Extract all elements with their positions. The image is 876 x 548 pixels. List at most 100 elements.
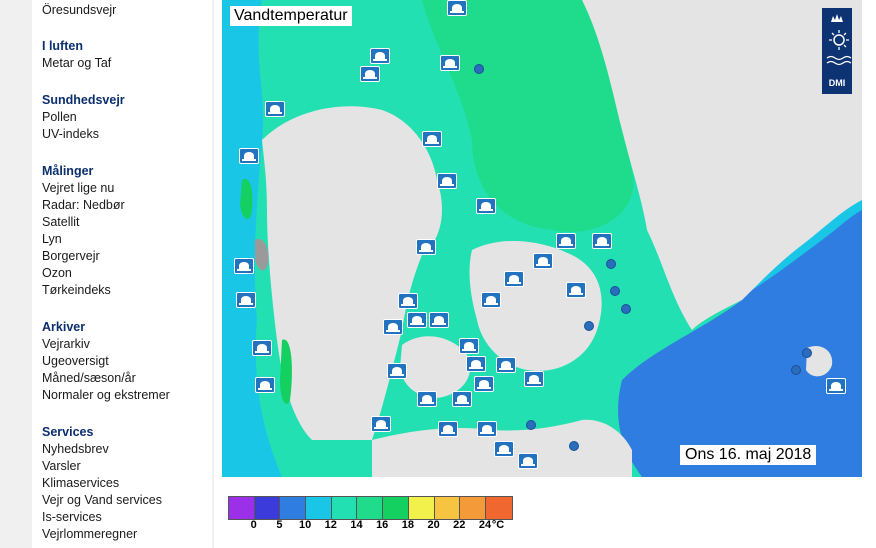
temperature-legend <box>228 496 513 520</box>
sidebar-link-oresundsvejr[interactable]: Öresundsvejr <box>42 3 117 17</box>
sidebar-heading-services: Services <box>42 425 94 439</box>
sidebar-heading-sundhedsvejr: Sundhedsvejr <box>42 93 125 107</box>
beach-flag-icon[interactable] <box>383 319 403 335</box>
beach-flag-icon[interactable] <box>265 101 285 117</box>
buoy-icon[interactable] <box>610 286 620 296</box>
legend-swatch <box>383 497 409 519</box>
legend-label: 14 <box>350 519 363 531</box>
legend-label: 0 <box>250 519 257 531</box>
beach-flag-icon[interactable] <box>452 391 472 407</box>
sidebar-link-varsler[interactable]: Varsler <box>42 459 81 473</box>
land-fjord-patch <box>255 239 269 271</box>
beach-flag-icon[interactable] <box>417 391 437 407</box>
beach-flag-icon[interactable] <box>474 376 494 392</box>
sidebar-heading-arkiver: Arkiver <box>42 320 86 334</box>
beach-flag-icon[interactable] <box>477 421 497 437</box>
buoy-icon[interactable] <box>526 420 536 430</box>
sidebar-link-vejr-vand-services[interactable]: Vejr og Vand services <box>42 493 162 507</box>
sidebar-link-radar-nedbor[interactable]: Radar: Nedbør <box>42 198 125 212</box>
sidebar-heading-malinger: Målinger <box>42 164 94 178</box>
beach-flag-icon[interactable] <box>592 233 612 249</box>
sidebar-link-vejrarkiv[interactable]: Vejrarkiv <box>42 337 90 351</box>
buoy-icon[interactable] <box>791 365 801 375</box>
dmi-crown-sun-icon <box>826 14 852 66</box>
sidebar-link-pollen[interactable]: Pollen <box>42 110 77 124</box>
beach-flag-icon[interactable] <box>398 293 418 309</box>
sidebar-link-is-services[interactable]: Is-services <box>42 510 102 524</box>
beach-flag-icon[interactable] <box>407 312 427 328</box>
beach-flag-icon[interactable] <box>370 48 390 64</box>
beach-flag-icon[interactable] <box>459 338 479 354</box>
beach-flag-icon[interactable] <box>416 239 436 255</box>
land-sweden <box>582 0 862 330</box>
legend-label: 5 <box>276 519 283 531</box>
sidebar-link-torkeindeks[interactable]: Tørkeindeks <box>42 283 111 297</box>
land-zealand <box>469 240 602 371</box>
beach-flag-icon[interactable] <box>371 416 391 432</box>
beach-flag-icon[interactable] <box>387 363 407 379</box>
buoy-icon[interactable] <box>474 64 484 74</box>
sidebar-link-lyn[interactable]: Lyn <box>42 232 62 246</box>
map-canvas <box>222 0 862 477</box>
beach-flag-icon[interactable] <box>481 292 501 308</box>
beach-flag-icon[interactable] <box>255 377 275 393</box>
sidebar-link-uv-indeks[interactable]: UV-indeks <box>42 127 99 141</box>
beach-flag-icon[interactable] <box>239 148 259 164</box>
sidebar-link-vejrlommeregner[interactable]: Vejrlommeregner <box>42 527 138 541</box>
beach-flag-icon[interactable] <box>447 0 467 16</box>
dmi-logo-icon[interactable]: DMI <box>822 8 852 94</box>
beach-flag-icon[interactable] <box>524 371 544 387</box>
beach-flag-icon[interactable] <box>476 198 496 214</box>
dmi-logo-text: DMI <box>828 78 846 88</box>
beach-flag-icon[interactable] <box>252 340 272 356</box>
sidebar-link-ugeoversigt[interactable]: Ugeoversigt <box>42 354 109 368</box>
buoy-icon[interactable] <box>621 304 631 314</box>
legend-swatch <box>306 497 332 519</box>
sidebar-link-vejret-lige-nu[interactable]: Vejret lige nu <box>42 181 115 195</box>
beach-flag-icon[interactable] <box>429 312 449 328</box>
buoy-icon[interactable] <box>606 259 616 269</box>
legend-swatch <box>460 497 486 519</box>
beach-flag-icon[interactable] <box>504 271 524 287</box>
sidebar-link-metar-taf[interactable]: Metar og Taf <box>42 56 112 70</box>
beach-flag-icon[interactable] <box>466 356 486 372</box>
beach-flag-icon[interactable] <box>438 421 458 437</box>
buoy-icon[interactable] <box>802 348 812 358</box>
beach-flag-icon[interactable] <box>437 173 457 189</box>
land-funen <box>400 336 471 398</box>
buoy-icon[interactable] <box>569 441 579 451</box>
sea-area-16-18-coast-1 <box>240 179 253 220</box>
sea-area-10-12-west <box>222 0 282 477</box>
legend-swatch <box>331 497 358 519</box>
sidebar-link-normaler-ekstremer[interactable]: Normaler og ekstremer <box>42 388 170 402</box>
sidebar-link-nyhedsbrev[interactable]: Nyhedsbrev <box>42 442 109 456</box>
beach-flag-icon[interactable] <box>556 233 576 249</box>
sidebar-link-maned-saeson-ar[interactable]: Måned/sæson/år <box>42 371 136 385</box>
beach-flag-icon[interactable] <box>422 131 442 147</box>
water-temperature-map[interactable] <box>222 0 862 477</box>
beach-flag-icon[interactable] <box>234 258 254 274</box>
legend-label: 18 <box>401 519 415 531</box>
legend-swatch <box>254 497 281 519</box>
sidebar-link-satellit[interactable]: Satellit <box>42 215 80 229</box>
land-jutland <box>262 106 442 440</box>
map-title: Vandtemperatur <box>230 6 352 26</box>
sidebar-link-klimaservices[interactable]: Klimaservices <box>42 476 120 490</box>
land-bornholm <box>806 345 833 377</box>
sidebar-link-borgervejr[interactable]: Borgervejr <box>42 249 100 263</box>
legend-swatch <box>357 497 384 519</box>
beach-flag-icon[interactable] <box>566 282 586 298</box>
beach-flag-icon[interactable] <box>518 453 538 469</box>
legend-label: 12 <box>324 519 337 531</box>
beach-flag-icon[interactable] <box>360 66 380 82</box>
beach-flag-icon[interactable] <box>826 378 846 394</box>
sidebar-link-ozon[interactable]: Ozon <box>42 266 72 280</box>
beach-flag-icon[interactable] <box>236 292 256 308</box>
legend-swatch <box>280 497 307 519</box>
beach-flag-icon[interactable] <box>494 441 514 457</box>
beach-flag-icon[interactable] <box>533 253 553 269</box>
buoy-icon[interactable] <box>584 321 594 331</box>
legend-swatch <box>408 497 435 519</box>
beach-flag-icon[interactable] <box>440 55 460 71</box>
beach-flag-icon[interactable] <box>496 357 516 373</box>
